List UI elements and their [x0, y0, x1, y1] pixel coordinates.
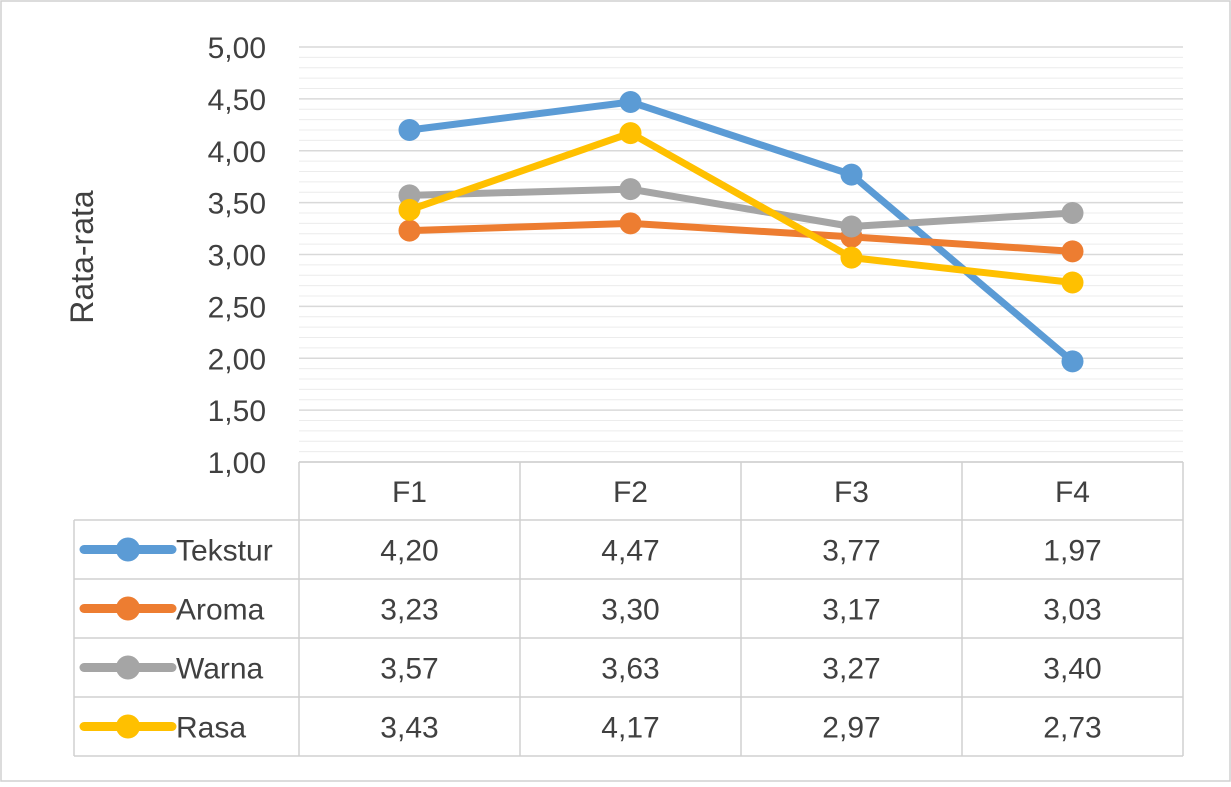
data-table-value: 3,77: [822, 535, 880, 568]
data-table-value: 3,27: [822, 653, 880, 686]
series-lines: [398, 90, 1084, 373]
x-tick-label: F4: [1055, 476, 1090, 509]
data-point: [840, 163, 863, 186]
legend-entry: Rasa: [176, 712, 246, 745]
data-point: [398, 219, 421, 242]
data-table-value: 3,40: [1043, 653, 1101, 686]
data-point: [1061, 350, 1084, 373]
y-tick-label: 2,00: [208, 343, 266, 376]
x-tick-label: F3: [834, 476, 869, 509]
data-table-value: 3,23: [380, 594, 438, 627]
data-table-value: 1,97: [1043, 535, 1101, 568]
data-point: [840, 215, 863, 238]
legend-key-marker: [116, 537, 140, 562]
data-point: [1061, 202, 1084, 224]
legend-key-marker: [116, 714, 140, 739]
data-point: [840, 246, 863, 269]
data-point: [398, 198, 421, 221]
data-table-value: 4,47: [601, 535, 659, 568]
y-tick-label: 1,00: [208, 447, 266, 480]
legend-entry: Tekstur: [176, 535, 273, 568]
y-tick-label: 2,50: [208, 291, 266, 324]
y-axis-label: Rata-rata: [64, 190, 100, 324]
y-tick-label: 1,50: [208, 395, 266, 428]
data-table-value: 3,63: [601, 653, 659, 686]
data-point: [619, 90, 642, 113]
y-tick-label: 4,50: [208, 84, 266, 117]
legend-key-marker: [116, 655, 140, 680]
legend-entry: Aroma: [176, 594, 265, 627]
data-point: [619, 178, 642, 201]
data-table-value: 3,17: [822, 594, 880, 627]
data-point: [398, 119, 421, 141]
gridlines: [299, 46, 1183, 463]
y-tick-label: 3,00: [208, 240, 266, 273]
y-axis-ticks: 1,00 1,50 2,00 2,50 3,00 3,50 4,00 4,50 5,00: [208, 32, 266, 480]
data-point: [619, 122, 642, 145]
series-line: [406, 185, 1076, 230]
series-line: [406, 219, 1076, 255]
data-table: F1 F2 F3 F4 Tekstur 4,20 4,47 3,77 1,97 Aroma 3,23…: [73, 461, 1184, 757]
data-table-value: 3,43: [380, 712, 438, 745]
x-tick-label: F2: [613, 476, 648, 509]
data-table-value: 2,73: [1043, 712, 1101, 745]
y-tick-label: 3,50: [208, 188, 266, 221]
series-line: [406, 129, 1076, 287]
data-table-value: 3,30: [601, 594, 659, 627]
data-point: [1061, 240, 1084, 263]
data-table-value: 3,03: [1043, 594, 1101, 627]
data-table-value: 3,57: [380, 653, 438, 686]
legend-key-marker: [116, 596, 140, 621]
data-point: [1061, 271, 1084, 294]
data-table-value: 2,97: [822, 712, 880, 745]
y-tick-label: 4,00: [208, 136, 266, 169]
data-point: [619, 212, 642, 235]
data-table-value: 4,20: [380, 535, 438, 568]
data-table-value: 4,17: [601, 712, 659, 745]
legend-entry: Warna: [176, 653, 264, 686]
y-tick-label: 5,00: [208, 32, 266, 65]
x-tick-label: F1: [392, 476, 427, 509]
